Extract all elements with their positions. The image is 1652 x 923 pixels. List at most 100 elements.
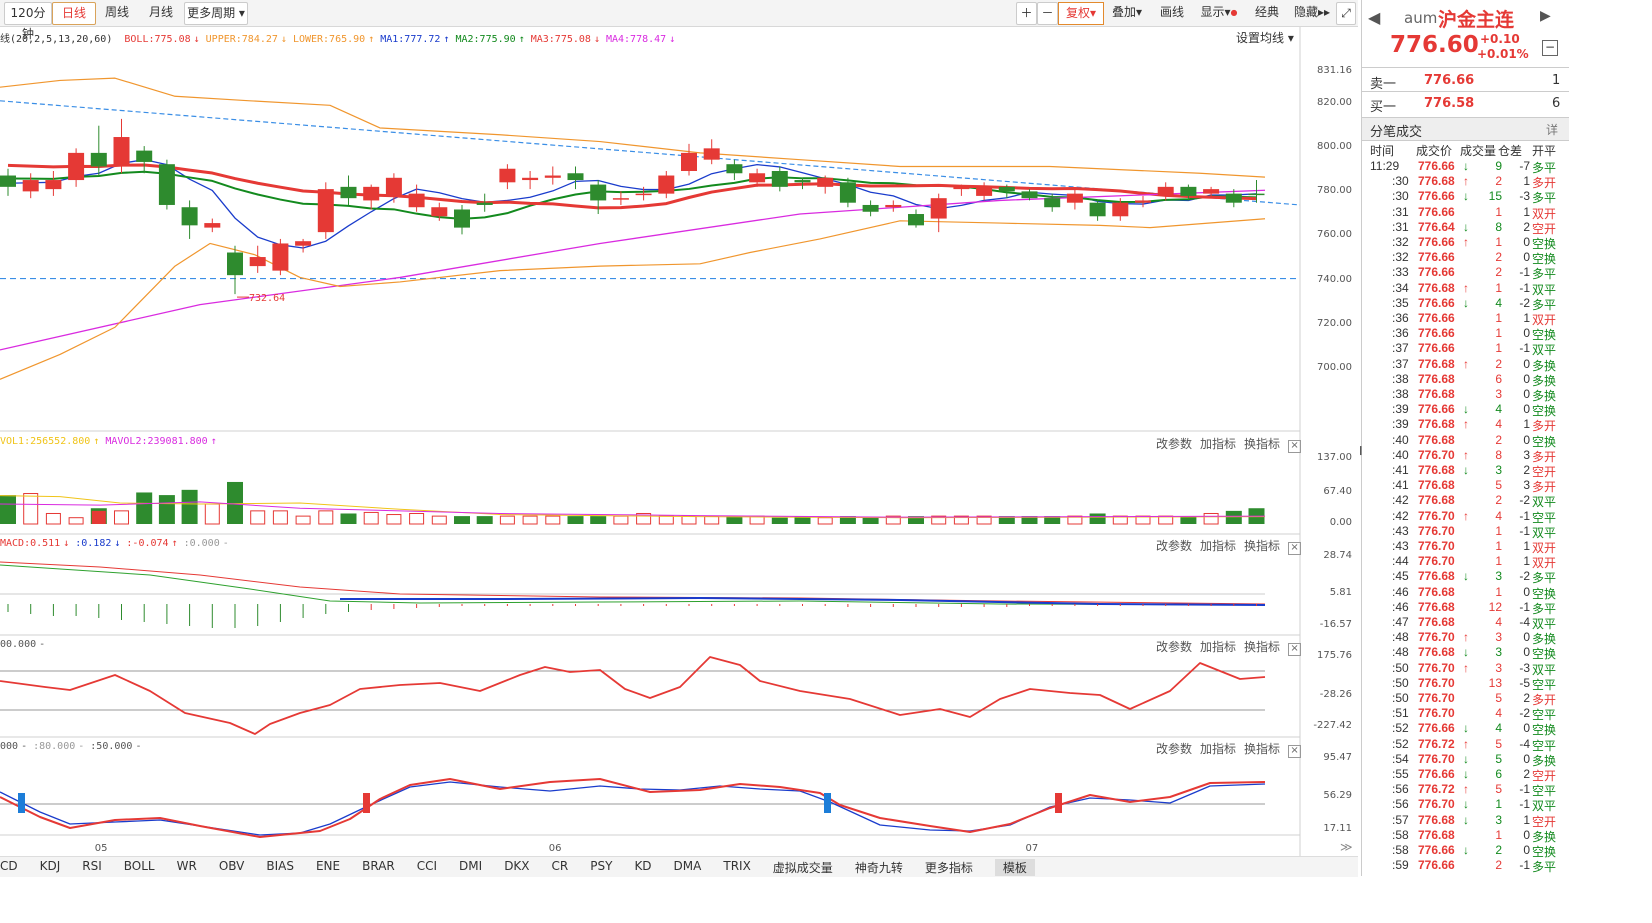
edit-params-button[interactable]: 改参数	[1156, 437, 1193, 451]
collapse-icon[interactable]: −	[1542, 40, 1558, 56]
tick-volume: 2	[1495, 432, 1502, 447]
prev-contract-icon[interactable]: ◀	[1368, 8, 1381, 27]
swap-indicator-button[interactable]: 换指标	[1244, 742, 1281, 756]
tick-list[interactable]: 11:29 776.66 ↓ 9 -7 多平:30 776.68 ↑ 2 1 多开:30 776.66…	[1362, 159, 1569, 876]
display-dropdown[interactable]: 显示▾●	[1200, 5, 1238, 19]
add-indicator-button[interactable]: 加指标	[1200, 437, 1237, 451]
detail-button[interactable]: 详	[1546, 123, 1559, 137]
indicator-tab[interactable]: DMI	[459, 859, 483, 873]
indicator-tab[interactable]: BIAS	[266, 859, 294, 873]
hide-button[interactable]: 隐藏▸▸	[1293, 5, 1331, 19]
tick-price: 776.68	[1418, 584, 1455, 599]
tick-open-close: 空开	[1532, 221, 1557, 236]
indicator-tab[interactable]: 更多指标	[924, 861, 973, 875]
indicator-tab[interactable]: 模板	[994, 859, 1035, 876]
volume-bar	[499, 515, 515, 525]
adjust-dropdown[interactable]: 复权▾	[1058, 2, 1104, 25]
add-indicator-button[interactable]: 加指标	[1200, 742, 1237, 756]
next-contract-icon[interactable]: ▶	[1540, 8, 1551, 24]
tick-open-close: 多开	[1532, 449, 1557, 464]
candle-body	[749, 173, 766, 183]
volume-bar	[23, 493, 39, 525]
tick-oi-change: 1	[1523, 554, 1530, 569]
indicator-tab[interactable]: CD	[0, 859, 18, 873]
tick-volume: 1	[1495, 326, 1502, 341]
indicator-tab[interactable]: KD	[634, 859, 652, 873]
indicator-tab[interactable]: TRIX	[723, 859, 751, 873]
tick-direction-icon: ↑	[1463, 782, 1469, 797]
tick-time: :41	[1392, 478, 1409, 493]
tick-open-close: 多开	[1532, 693, 1557, 707]
classic-button[interactable]: 经典	[1254, 5, 1279, 19]
volume-bar	[318, 510, 334, 525]
set-ma-button[interactable]: 设置均线 ▾	[1236, 31, 1294, 45]
indicator-tab[interactable]: CR	[551, 859, 569, 873]
period-120min-button[interactable]: 120分钟	[4, 2, 52, 41]
close-panel-icon[interactable]: ×	[1288, 643, 1302, 656]
tick-price: 776.68	[1418, 599, 1455, 614]
indicator-tab[interactable]: DKX	[504, 859, 530, 873]
tick-price: 776.64	[1418, 219, 1455, 234]
legend-item: MA3:775.08 ↓	[531, 34, 600, 45]
tick-oi-change: 0	[1523, 356, 1530, 371]
close-panel-icon[interactable]: ×	[1288, 745, 1302, 758]
legend-arrow: ↑	[93, 436, 100, 447]
tick-row: :58 776.66 ↓ 2 0 空换	[1362, 843, 1569, 859]
add-indicator-button[interactable]: 加指标	[1200, 539, 1237, 553]
more-periods-dropdown[interactable]: 更多周期 ▾	[184, 2, 248, 25]
tick-volume: 12	[1488, 599, 1502, 614]
draw-line-button[interactable]: 画线	[1159, 5, 1184, 19]
period-weekly-button[interactable]: 周线	[104, 5, 129, 19]
tick-open-close: 空平	[1532, 510, 1557, 525]
indicator-tab[interactable]: OBV	[218, 859, 245, 873]
edit-params-button[interactable]: 改参数	[1156, 742, 1193, 756]
tick-open-close: 空换	[1532, 723, 1557, 738]
zoom-in-button[interactable]: ＋	[1016, 2, 1037, 25]
close-panel-icon[interactable]: ×	[1288, 542, 1302, 555]
candle-body	[862, 204, 879, 212]
indicator-tab[interactable]: 神奇九转	[854, 861, 903, 875]
tick-oi-change: 0	[1523, 721, 1530, 736]
chart-canvas[interactable]: 732.64 05 06 07	[0, 27, 1358, 856]
legend-item: MA1:777.72 ↑	[380, 34, 449, 45]
scroll-right-icon[interactable]: ≫	[1340, 840, 1353, 854]
fullscreen-icon[interactable]: ⤢	[1336, 2, 1356, 25]
period-daily-button[interactable]: 日线	[52, 2, 96, 25]
edit-params-button[interactable]: 改参数	[1156, 539, 1193, 553]
swap-indicator-button[interactable]: 换指标	[1244, 539, 1281, 553]
tick-direction-icon: ↑	[1463, 280, 1469, 295]
kdj-cross-marker	[824, 793, 831, 813]
indicator-tab[interactable]: KDJ	[39, 859, 61, 873]
indicator-tab[interactable]: ENE	[315, 859, 341, 873]
tick-direction-icon: ↓	[1463, 721, 1469, 736]
indicator-tab[interactable]: CCI	[416, 859, 438, 873]
macd-axis-label: 28.74	[1323, 550, 1352, 561]
swap-indicator-button[interactable]: 换指标	[1244, 640, 1281, 654]
edit-params-button[interactable]: 改参数	[1156, 640, 1193, 654]
indicator-tab[interactable]: RSI	[82, 859, 102, 873]
indicator-tab[interactable]: BRAR	[362, 859, 395, 873]
add-indicator-button[interactable]: 加指标	[1200, 640, 1237, 654]
tick-row: :35 776.66 ↓ 4 -2 多平	[1362, 296, 1569, 312]
indicator-tab[interactable]: DMA	[673, 859, 702, 873]
kdj-j-line	[0, 778, 1266, 838]
zoom-out-button[interactable]: －	[1037, 2, 1058, 25]
indicator-tab[interactable]: BOLL	[123, 859, 155, 873]
tick-row: :52 776.72 ↑ 5 -4 空平	[1362, 737, 1569, 753]
tick-direction-icon: ↑	[1463, 356, 1469, 371]
indicator-tab[interactable]: WR	[176, 859, 197, 873]
period-monthly-button[interactable]: 月线	[148, 5, 173, 19]
swap-indicator-button[interactable]: 换指标	[1244, 437, 1281, 451]
tick-open-close: 双平	[1532, 495, 1557, 510]
tick-price: 776.68	[1418, 463, 1455, 477]
tick-direction-icon: ↑	[1463, 630, 1469, 645]
indicator-tab[interactable]: 虚拟成交量	[772, 861, 833, 875]
candle-body	[340, 186, 357, 199]
close-panel-icon[interactable]: ×	[1288, 440, 1302, 453]
panel-splitter-icon[interactable]: ❙	[1357, 446, 1365, 456]
tick-row: :50 776.70 5 2 多开	[1362, 691, 1569, 707]
price-change: +0.10	[1480, 32, 1520, 46]
overlay-dropdown[interactable]: 叠加▾	[1111, 5, 1143, 19]
indicator-tab[interactable]: PSY	[590, 859, 613, 873]
tick-time: :39	[1392, 417, 1409, 432]
